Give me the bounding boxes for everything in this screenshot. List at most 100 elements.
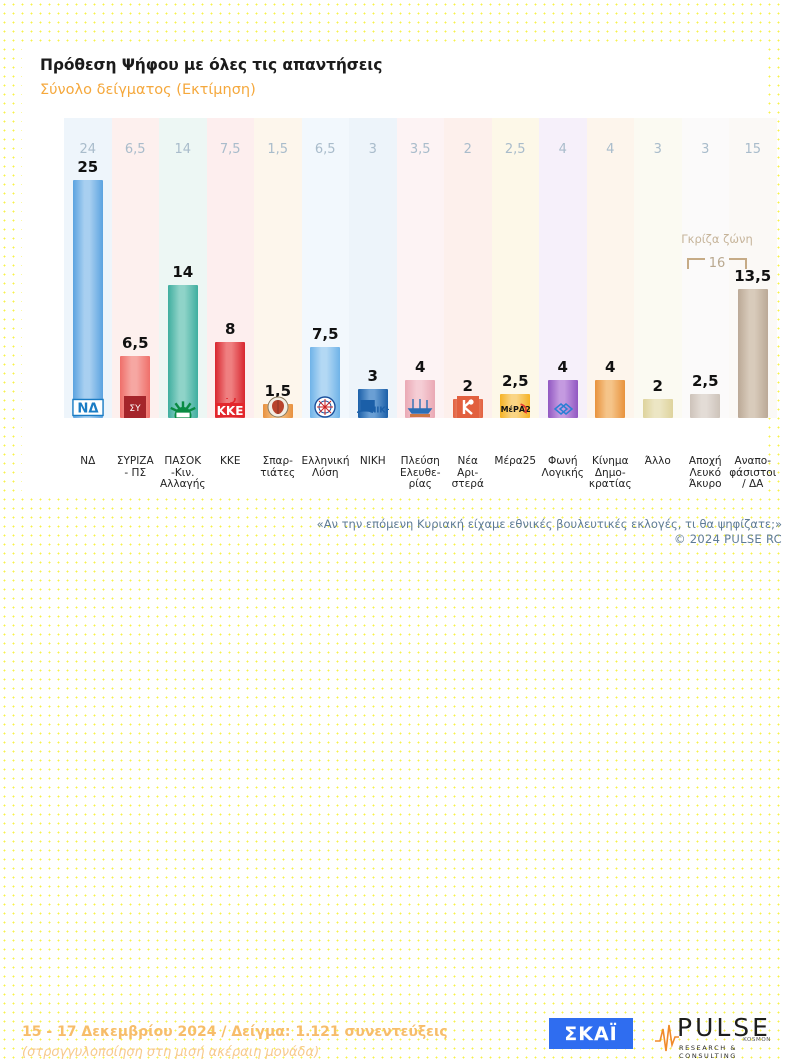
party-label: ΝΙΚΗ: [359, 455, 386, 467]
page-subtitle: Σύνολο δείγματος (Εκτίμηση): [40, 82, 256, 98]
previous-value: 4: [558, 142, 567, 157]
party-logo-mera25-icon: ΜέΡΑ25: [499, 394, 531, 418]
previous-value: 3: [368, 142, 377, 157]
party-logo-pasok-icon: [167, 394, 199, 418]
bar-wrapper: 7,5: [302, 174, 350, 418]
pulse-kosmon-text: KOSMON: [743, 1037, 771, 1043]
bar-wrapper: 8 ΚΚΕ: [207, 174, 255, 418]
previous-value: 3: [653, 142, 662, 157]
chart-column[interactable]: 6,5 7,5: [301, 118, 350, 418]
party-logo-pleusi-icon: [404, 394, 436, 418]
bar-wrapper: 4: [587, 174, 635, 418]
bar-value-label: 4: [415, 357, 426, 376]
previous-value: 2: [463, 142, 472, 157]
bar[interactable]: [595, 379, 626, 418]
bar-wrapper: 3 ΝΙΚΗ: [349, 174, 397, 418]
party-logo-syriza-icon: ΣΥ: [119, 394, 151, 418]
bar-wrapper: 2: [634, 174, 682, 418]
skai-logo-text: ΣΚΑΪ: [564, 1022, 618, 1045]
bar-value-label: 2: [652, 376, 663, 395]
chart-column[interactable]: 1,5 1,5: [254, 118, 302, 418]
bar[interactable]: [72, 180, 103, 418]
party-label: Αναπο-φάσιστοι / ΔΑ: [729, 455, 777, 490]
column-background: [254, 118, 302, 418]
previous-value: 3: [701, 142, 710, 157]
chart-column[interactable]: 7,5 8 ΚΚΕ: [206, 118, 255, 418]
previous-value: 2,5: [504, 142, 526, 157]
skai-logo: ΣΚΑΪ: [549, 1018, 633, 1049]
pulse-logo: PULSE KOSMON RESEARCH & CONSULTING: [655, 1015, 775, 1060]
bar-wrapper: 25 ΝΔ: [64, 158, 112, 418]
svg-text:ΣΥ: ΣΥ: [130, 404, 142, 414]
previous-value: 24: [79, 142, 97, 157]
party-logo-nea_aristera-icon: [452, 394, 484, 418]
party-logo-kke-icon: ΚΚΕ: [214, 394, 246, 418]
page-title: Πρόθεση Ψήφου με όλες τις απαντήσεις: [40, 56, 383, 74]
bar[interactable]: [500, 394, 531, 418]
previous-value: 7,5: [219, 142, 241, 157]
chart-column[interactable]: 14 14: [159, 118, 207, 418]
bar-wrapper: 13,5: [729, 174, 777, 418]
bar[interactable]: [642, 398, 673, 418]
bar-value-label: 13,5: [734, 267, 772, 286]
bar-value-label: 6,5: [121, 334, 149, 353]
bar-wrapper: 2,5: [682, 174, 730, 418]
previous-value: 4: [606, 142, 615, 157]
svg-text:ΜέΡΑ25: ΜέΡΑ25: [501, 404, 531, 414]
party-labels: ΝΔ ΣΥΡΙΖΑ - ΠΣ ΠΑΣΟΚ -Κιν. Αλλαγής ΚΚΕ Σπαρ-τιά…: [42, 455, 776, 520]
grey-zone-annotation: Γκρίζα ζώνη 16: [662, 232, 772, 271]
chart-column[interactable]: 6,5 6,5 ΣΥ: [111, 118, 159, 418]
bar-value-label: 1,5: [264, 381, 292, 400]
bar-value-label: 4: [605, 357, 616, 376]
chart-column[interactable]: 2,5 2,5 ΜέΡΑ25: [491, 118, 539, 418]
svg-text:ΝΙΚΗ: ΝΙΚΗ: [369, 405, 388, 414]
bar-wrapper: 14: [159, 174, 207, 418]
party-label: ΣΥΡΙΖΑ - ΠΣ: [116, 455, 154, 479]
party-label: Άλλο: [644, 455, 671, 467]
chart-column[interactable]: 3 3 ΝΙΚΗ: [349, 118, 397, 418]
bar-wrapper: 4: [397, 174, 445, 418]
bar-value-label: 14: [172, 262, 194, 281]
party-label: Ελληνική Λύση: [301, 455, 350, 479]
party-logo-foni-icon: [547, 394, 579, 418]
chart-column[interactable]: 15 13,5: [729, 118, 777, 418]
bar-wrapper: 1,5: [254, 174, 302, 418]
bar-value-label: 7,5: [311, 324, 339, 343]
party-logo-spartiates-icon: [262, 394, 294, 418]
party-label: Φωνή Λογικής: [541, 455, 584, 479]
bar-wrapper: 2: [444, 174, 492, 418]
grey-zone-label: Γκρίζα ζώνη: [681, 232, 753, 246]
bar[interactable]: [690, 394, 721, 418]
party-label: Αποχή Λευκό Άκυρο: [688, 455, 722, 490]
chart-columns: 24 25 ΝΔ 6,5 6,5 ΣΥ 14 14 7,5 8 ΚΚΕ 1,5 1,5 6,5 7,5 3 3 Ν…: [42, 118, 777, 418]
grey-zone-value: 16: [708, 256, 726, 271]
bar-value-label: 2,5: [501, 372, 529, 391]
bar[interactable]: [167, 284, 198, 418]
party-label: Νέα Αρι-στερά: [451, 455, 484, 490]
bar-value-label: 3: [367, 367, 378, 386]
column-background: [586, 118, 634, 418]
previous-value: 14: [174, 142, 192, 157]
bar[interactable]: [737, 289, 768, 418]
party-logo-nd-icon: ΝΔ: [71, 394, 104, 418]
party-label: Σπαρ-τιάτες: [260, 455, 296, 479]
chart-column[interactable]: 3,5 4: [396, 118, 445, 418]
svg-text:ΝΔ: ΝΔ: [77, 402, 99, 417]
bar-value-label: 4: [557, 357, 568, 376]
bar-wrapper: 4: [539, 174, 587, 418]
copyright-text: © 2024 PULSE RC: [673, 532, 782, 546]
previous-value: 3,5: [409, 142, 431, 157]
column-background: [349, 118, 397, 418]
previous-value: 1,5: [267, 142, 289, 157]
chart-column[interactable]: 24 25 ΝΔ: [64, 118, 112, 418]
previous-value: 6,5: [314, 142, 336, 157]
bracket-left-icon: [686, 258, 705, 269]
footer-band: 15 - 17 Δεκεμβρίου 2024 / Δείγμα: 1.121 …: [0, 497, 786, 1060]
previous-value: 15: [744, 142, 762, 157]
chart-column[interactable]: 3 2,5: [681, 118, 730, 418]
pulse-wave-logo-icon: [655, 1024, 679, 1052]
